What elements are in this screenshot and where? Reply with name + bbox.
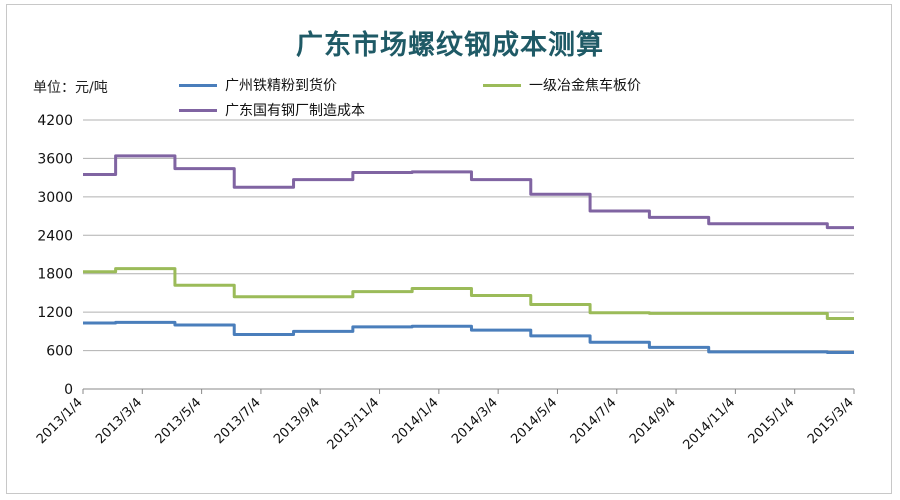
legend-swatch-steel-cost (179, 108, 217, 112)
y-tick-label-1200: 1200 (37, 305, 73, 321)
y-tick-label-3000: 3000 (37, 190, 73, 206)
legend-label-steel-cost: 广东国有钢厂制造成本 (225, 103, 365, 119)
legend-label-coke: 一级冶金焦车板价 (529, 78, 641, 94)
y-tick-label-3600: 3600 (37, 151, 73, 167)
y-tick-label-4200: 4200 (37, 113, 73, 129)
x-tick-label-10: 2014/9/4 (627, 395, 679, 447)
series-line-iron-ore (83, 320, 854, 354)
chart-title: 广东市场螺纹钢成本测算 (296, 30, 604, 61)
y-axis-unit-label: 单位：元/吨 (33, 80, 108, 96)
x-tick-label-7: 2014/3/4 (449, 395, 501, 447)
y-tick-label-600: 600 (46, 344, 73, 360)
y-tick-label-2400: 2400 (37, 228, 73, 244)
series-line-steel-cost (83, 154, 854, 230)
x-tick-label-0: 2013/1/4 (34, 395, 86, 447)
legend-swatch-coke (483, 83, 521, 87)
legend-swatch-iron-ore (179, 83, 217, 87)
legend-item-coke: 一级冶金焦车板价 (483, 75, 641, 95)
x-tick-label-12: 2015/1/4 (746, 395, 798, 447)
x-tick-label-6: 2014/1/4 (390, 395, 442, 447)
x-tick-label-8: 2014/5/4 (508, 395, 560, 447)
x-tick-label-1: 2013/3/4 (93, 395, 145, 447)
series-line-coke (83, 267, 854, 321)
x-tick-label-3: 2013/7/4 (212, 395, 264, 447)
legend-label-iron-ore: 广州铁精粉到货价 (225, 78, 337, 94)
x-tick-label-4: 2013/9/4 (271, 395, 323, 447)
legend-item-steel-cost: 广东国有钢厂制造成本 (179, 100, 365, 120)
legend-item-iron-ore: 广州铁精粉到货价 (179, 75, 337, 95)
x-tick-label-11: 2014/11/4 (680, 395, 738, 453)
chart-frame: 广东市场螺纹钢成本测算 单位：元/吨 广州铁精粉到货价 一级冶金焦车板价 广东国… (6, 4, 892, 494)
y-tick-label-1800: 1800 (37, 267, 73, 283)
y-tick-label-0: 0 (64, 382, 73, 398)
x-tick-label-5: 2013/11/4 (325, 395, 383, 453)
x-tick-label-13: 2015/3/4 (805, 395, 857, 447)
x-tick-label-9: 2014/7/4 (568, 395, 620, 447)
x-tick-label-2: 2013/5/4 (153, 395, 205, 447)
